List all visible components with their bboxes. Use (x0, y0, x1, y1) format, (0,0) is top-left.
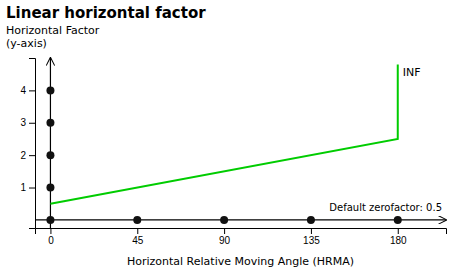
y-tick-mark (29, 123, 35, 124)
y-tick-mark (29, 188, 35, 189)
annotation: Default zerofactor: 0.5 (329, 202, 442, 213)
dot (133, 216, 141, 224)
x-tick: 180 (390, 228, 407, 246)
x-tick: 135 (303, 228, 320, 246)
y-tick: 4 (20, 85, 35, 96)
y-tick-label: 1 (20, 182, 26, 193)
x-tick-label: 0 (48, 235, 54, 246)
title: Linear horizontal factor (6, 4, 206, 22)
x-tick: 45 (132, 228, 144, 246)
line (50, 64, 397, 203)
x-tick: 0 (48, 228, 54, 246)
y-tick: 3 (20, 117, 35, 128)
marks (46, 64, 401, 223)
x-axis-title: Horizontal Relative Moving Angle (HRMA) (127, 255, 354, 268)
y-tick: 2 (20, 150, 35, 161)
x-zero-axis (35, 219, 446, 220)
x-tick: 90 (219, 228, 231, 246)
plot: 0 45 90 135 180 1 2 3 4 Default zerofactor: 0.5 IN… (20, 58, 446, 246)
y-tick-mark (29, 155, 35, 156)
y-tick: 1 (20, 182, 35, 193)
x-tick-label: 135 (303, 235, 320, 246)
x-tick-label: 90 (219, 235, 231, 246)
dot (46, 119, 54, 127)
dot (220, 216, 228, 224)
y-axis-title: (y-axis) (6, 37, 47, 50)
x-tick-mark (137, 228, 138, 234)
chart: 0 45 90 135 180 1 2 3 4 Default zerofactor: 0.5 IN… (0, 0, 461, 272)
x-axis: 0 45 90 135 180 (36, 228, 447, 246)
dot (46, 86, 54, 94)
dot (46, 216, 54, 224)
y-tick-mark (29, 90, 35, 91)
x-tick-mark (224, 228, 225, 234)
y-axis-line (29, 59, 36, 229)
annotation: INF (403, 66, 421, 79)
y-tick-label: 3 (20, 117, 26, 128)
x-axis-line (36, 229, 447, 235)
x-tick-label: 45 (132, 235, 144, 246)
x-tick-mark (50, 228, 51, 234)
dot (394, 216, 402, 224)
y-zero-axis (50, 58, 51, 228)
dot (46, 184, 54, 192)
dot (46, 151, 54, 159)
y-tick-label: 4 (20, 85, 26, 96)
dot (307, 216, 315, 224)
x-tick-label: 180 (390, 235, 407, 246)
x-tick-mark (311, 228, 312, 234)
y-tick-label: 2 (20, 150, 26, 161)
x-tick-mark (398, 228, 399, 234)
y-axis: 1 2 3 4 (20, 59, 35, 229)
y-axis-title: Horizontal Factor (6, 24, 100, 37)
chart-container: 0 45 90 135 180 1 2 3 4 Default zerofactor: 0.5 IN… (0, 0, 461, 272)
